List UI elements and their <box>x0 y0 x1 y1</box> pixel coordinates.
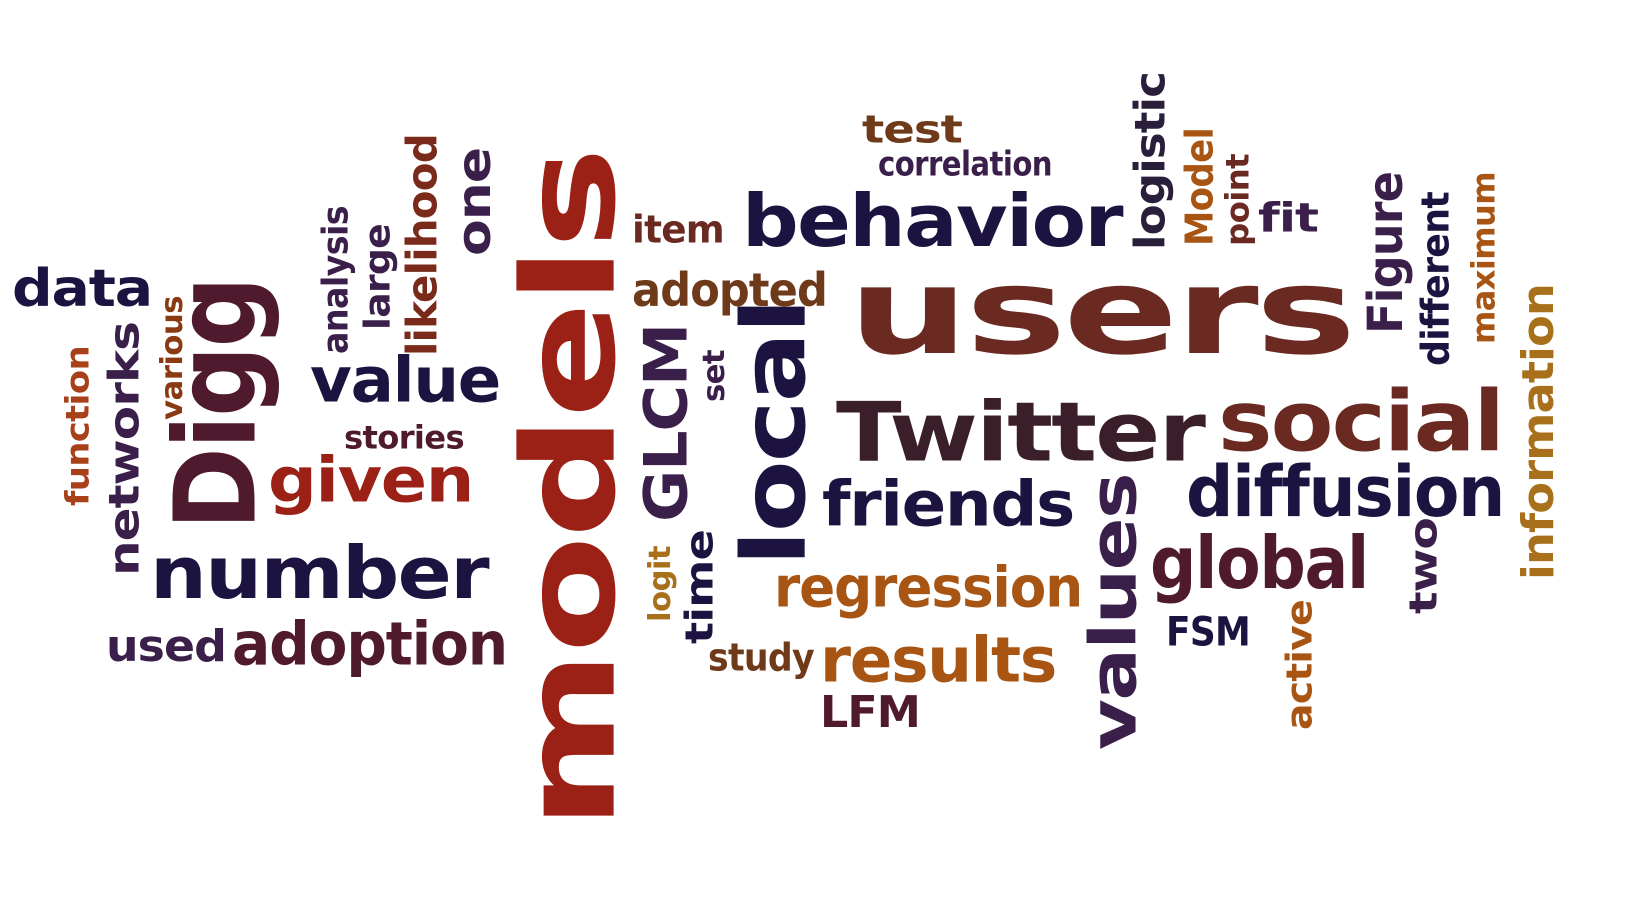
word-analysis: analysis <box>314 206 357 354</box>
word-correlation: correlation <box>878 145 1053 185</box>
word-number: number <box>150 531 490 616</box>
word-set: set <box>697 350 732 402</box>
word-twitter: Twitter <box>836 385 1206 481</box>
word-used: used <box>106 620 227 672</box>
word-social: social <box>1218 372 1505 471</box>
word-adoption: adoption <box>232 609 508 679</box>
word-given: given <box>268 445 474 517</box>
word-logistic: logistic <box>1126 72 1175 250</box>
word-one: one <box>448 148 502 256</box>
word-test: test <box>862 108 963 152</box>
word-adopted: adopted <box>632 264 828 318</box>
word-global: global <box>1150 521 1369 606</box>
word-item: item <box>632 208 725 252</box>
word-fit: fit <box>1258 194 1319 241</box>
word-local: local <box>722 300 826 566</box>
word-study: study <box>708 636 815 680</box>
word-users: users <box>848 241 1356 382</box>
word-two: two <box>1402 518 1446 614</box>
word-logit: logit <box>643 546 678 622</box>
word-models: models <box>494 150 645 831</box>
word-likelihood: likelihood <box>398 134 447 356</box>
word-results: results <box>820 625 1057 697</box>
word-information: information <box>1512 284 1564 580</box>
word-function: function <box>59 346 97 506</box>
word-model: Model <box>1178 128 1222 246</box>
word-various: various <box>155 296 190 420</box>
word-large: large <box>356 224 399 330</box>
word-fsm: FSM <box>1166 608 1251 655</box>
word-glcm: GLCM <box>631 324 701 522</box>
word-active: active <box>1278 600 1321 730</box>
word-time: time <box>678 530 722 644</box>
word-behavior: behavior <box>742 179 1124 264</box>
word-figure: Figure <box>1357 172 1414 334</box>
word-point: point <box>1219 154 1257 246</box>
word-data: data <box>12 257 153 319</box>
word-value: value <box>310 345 501 417</box>
word-regression: regression <box>774 554 1083 621</box>
word-networks: networks <box>100 322 149 576</box>
word-maximum: maximum <box>1465 172 1503 344</box>
word-different: different <box>1414 192 1458 366</box>
word-lfm: LFM <box>820 686 921 738</box>
word-diffusion: diffusion <box>1186 452 1505 534</box>
word-friends: friends <box>822 469 1075 541</box>
word-stories: stories <box>344 419 465 457</box>
word-values: values <box>1076 474 1151 750</box>
